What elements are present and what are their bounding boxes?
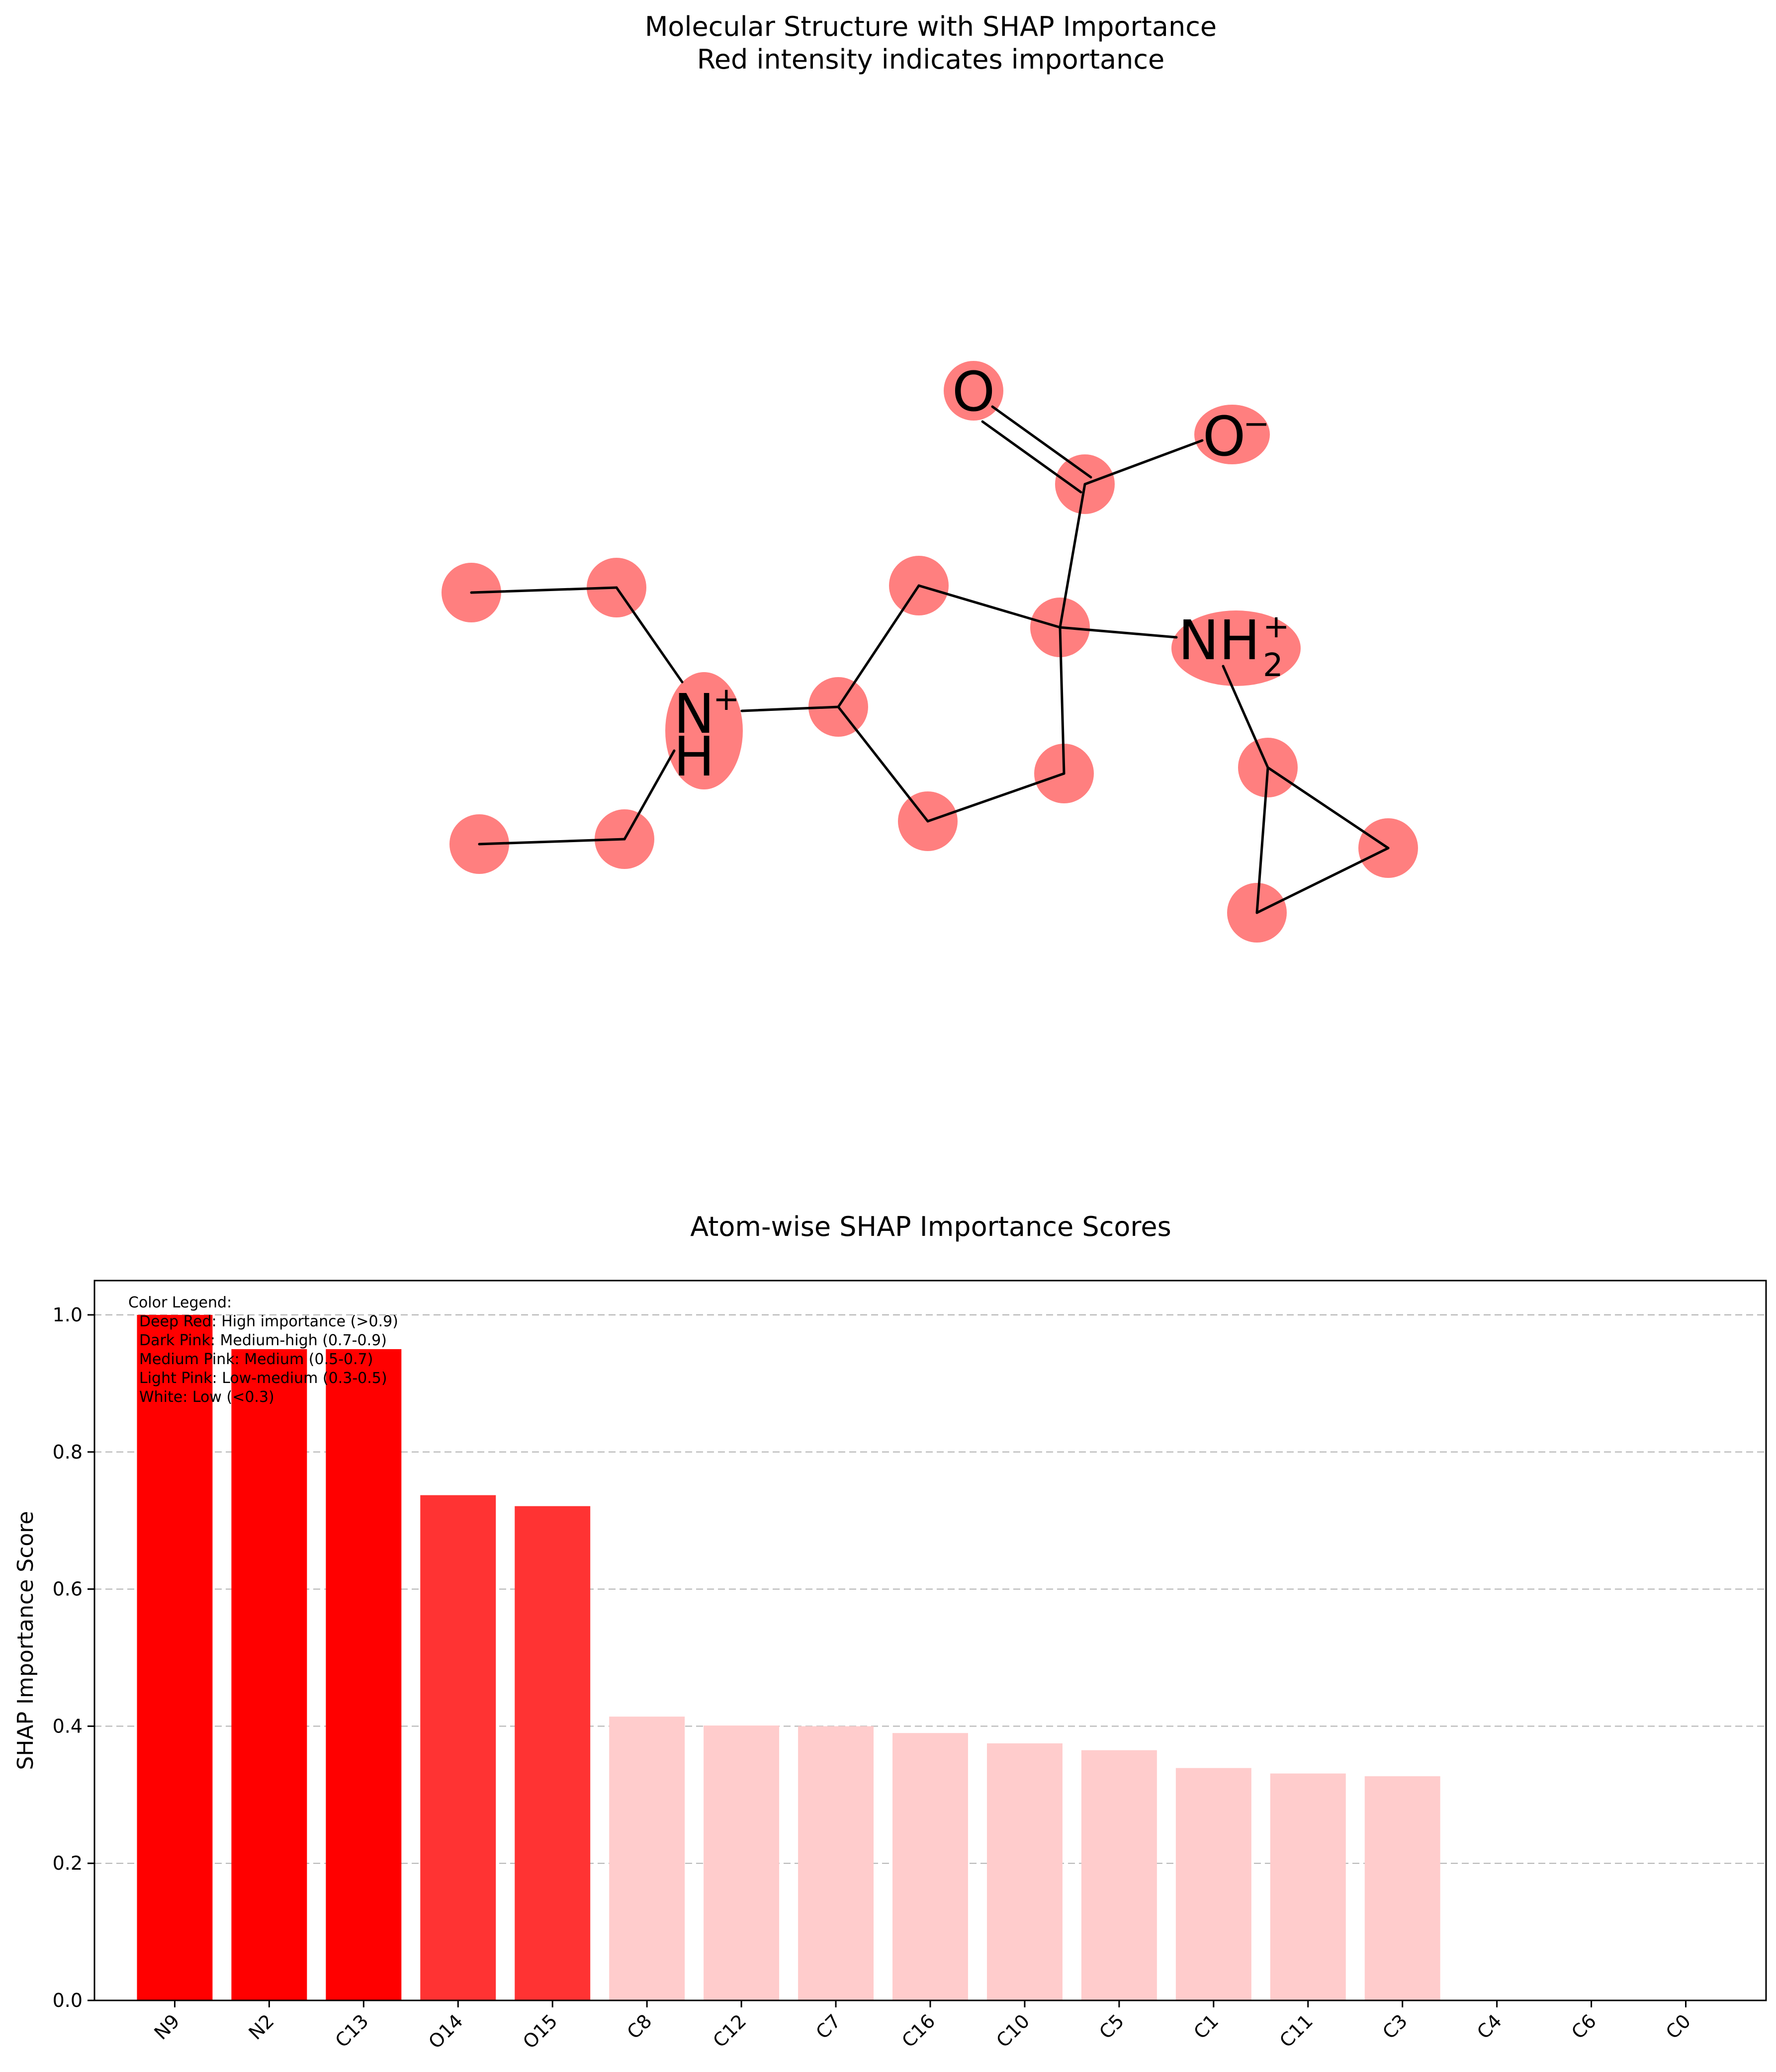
y-tick-label: 1.0	[53, 1304, 83, 1326]
atom-charge-n-plus: +	[713, 681, 740, 718]
atom-label-o-double: O	[952, 360, 995, 424]
bond-quaternary-nh2	[1059, 626, 1178, 639]
bond-cyclopropyl-right	[1266, 766, 1390, 850]
color-legend: Color Legend: Deep Red: High importance (…	[128, 1294, 398, 1406]
x-tick-label: C11	[1275, 2010, 1317, 2052]
bar-c8	[609, 1717, 685, 2000]
x-tick-label: O15	[519, 2010, 561, 2053]
bond-ring-bottom-right	[926, 772, 1066, 823]
bond-c-o-minus	[1083, 439, 1204, 486]
bar-c7	[798, 1726, 874, 2000]
bonds	[470, 405, 1390, 914]
x-tick-label: C4	[1473, 2010, 1506, 2043]
bond-ring-left-bottom	[837, 705, 929, 823]
atom-highlight-n-plus	[665, 672, 743, 789]
bar-c11	[1270, 1773, 1346, 2000]
x-tick-label: C10	[992, 2010, 1034, 2052]
bar-o14	[420, 1495, 496, 2000]
bond-quaternary-ring-top	[917, 584, 1062, 629]
x-tick-label: C12	[709, 2010, 750, 2052]
bar-n9	[137, 1314, 213, 2000]
bond-n-plus-ethyl1	[615, 586, 684, 684]
bond-ring-right-quaternary	[1059, 626, 1066, 775]
x-tick-label: C0	[1662, 2010, 1695, 2043]
legend-item: Medium Pink: Medium (0.5-0.7)	[139, 1351, 373, 1368]
bond-ethyl1	[470, 586, 618, 594]
x-tick-label: C3	[1378, 2010, 1412, 2043]
x-tick-label: C8	[623, 2010, 656, 2043]
bar-c12	[704, 1726, 780, 2000]
molecule-title-line2: Red intensity indicates importance	[697, 44, 1165, 75]
y-tick-label: 0.4	[53, 1715, 83, 1737]
atom-label-nh2: NH	[1178, 608, 1260, 672]
atom-charge-o-minus: −	[1243, 406, 1270, 442]
bond-c-o-double-a	[991, 405, 1092, 479]
bar-chart-panel: Atom-wise SHAP Importance Scores 0.00.20…	[13, 1211, 1767, 2053]
atom-label-n-plus-h: H	[674, 725, 715, 788]
y-axis-label: SHAP Importance Score	[13, 1511, 38, 1770]
atom-label-o-minus: O	[1203, 405, 1246, 468]
atom-subscript-nh2: 2	[1263, 647, 1283, 684]
bars	[137, 1314, 1440, 2000]
bar-c3	[1364, 1776, 1440, 2000]
x-tick-label: O14	[424, 2010, 467, 2053]
legend-title: Color Legend:	[128, 1294, 232, 1311]
x-tick-label: C7	[811, 2010, 845, 2043]
bond-cyclopropyl-base	[1255, 847, 1390, 914]
bar-c16	[892, 1733, 968, 2000]
y-tick-label: 0.0	[53, 1989, 83, 2011]
x-tick-label: N2	[244, 2010, 278, 2044]
legend-item: Deep Red: High importance (>0.9)	[139, 1313, 398, 1330]
atom-charge-nh2: +	[1263, 608, 1290, 645]
atom-label-n-plus: N	[674, 682, 714, 746]
bar-o15	[515, 1506, 591, 2000]
legend-item: White: Low (<0.3)	[139, 1388, 274, 1406]
x-tick-label: C13	[331, 2010, 373, 2052]
molecule-panel: Molecular Structure with SHAP Importance…	[442, 11, 1418, 943]
bond-carboxyl-quaternary	[1059, 483, 1086, 629]
x-tick-label: N9	[150, 2010, 184, 2044]
bond-cyclopropyl-bottom	[1255, 766, 1269, 914]
bond-ring-top-left	[837, 584, 920, 708]
x-tick-label: C5	[1095, 2010, 1128, 2043]
bar-c13	[326, 1349, 402, 2000]
x-tick-label: C1	[1189, 2010, 1223, 2043]
y-tick-label: 0.6	[53, 1578, 83, 1600]
bond-n-plus-ethyl2	[623, 749, 676, 841]
atom-highlight-o-double	[944, 361, 1003, 421]
bond-ethyl2	[478, 838, 626, 846]
chart-title: Atom-wise SHAP Importance Scores	[690, 1211, 1171, 1242]
atom-labels: O O − NH + 2 N + H	[674, 360, 1290, 788]
bond-ring-left-n-plus	[740, 705, 840, 712]
legend-item: Dark Pink: Medium-high (0.7-0.9)	[139, 1332, 387, 1349]
atom-highlight-nh2	[1171, 610, 1301, 686]
y-tick-label: 0.2	[53, 1852, 83, 1874]
y-axis-ticks: 0.0 0.2 0.4 0.6 0.8 1.0	[53, 1304, 94, 2011]
x-tick-label: C6	[1567, 2010, 1600, 2043]
molecule-title-line1: Molecular Structure with SHAP Importance	[645, 11, 1217, 42]
x-axis-ticks: N9 N2 C13 O14 O15 C8 C12 C7 C16 C10 C5 C1 C11 C3 C4 C6 C…	[150, 2000, 1695, 2053]
bar-n2	[231, 1349, 307, 2000]
bar-c1	[1175, 1768, 1251, 2000]
y-tick-label: 0.8	[53, 1441, 83, 1463]
atom-highlight-o-minus	[1194, 405, 1270, 464]
legend-item: Light Pink: Low-medium (0.3-0.5)	[139, 1370, 387, 1387]
bar-c10	[986, 1743, 1063, 2000]
bond-nh2-cyclopropyl	[1222, 665, 1269, 769]
x-tick-label: C16	[897, 2010, 939, 2052]
bar-c5	[1081, 1750, 1157, 2000]
bond-c-o-double-b	[981, 420, 1082, 494]
